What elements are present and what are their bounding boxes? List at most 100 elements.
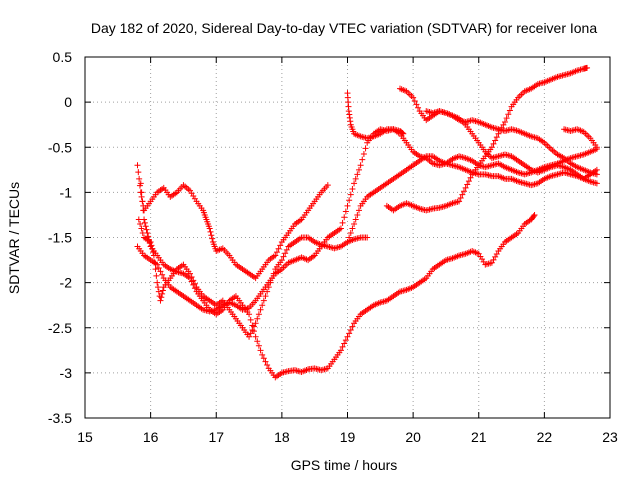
data-point <box>252 320 259 327</box>
data-point <box>346 197 353 204</box>
data-point <box>280 253 287 260</box>
data-point <box>257 306 264 313</box>
data-points <box>134 64 600 381</box>
data-point <box>264 361 271 368</box>
x-tick-label: 16 <box>143 429 159 445</box>
data-point <box>247 330 254 337</box>
data-point <box>159 271 166 278</box>
data-point <box>158 294 165 301</box>
x-axis-label: GPS time / hours <box>291 457 398 473</box>
data-point <box>144 229 151 236</box>
data-point <box>273 249 280 256</box>
data-point <box>351 180 358 187</box>
data-point <box>207 228 214 235</box>
chart-title: Day 182 of 2020, Sidereal Day-to-day VTE… <box>91 20 598 36</box>
data-point <box>155 288 162 295</box>
data-point <box>415 104 422 111</box>
data-point <box>349 185 356 192</box>
data-point <box>138 189 145 196</box>
data-point <box>354 171 361 178</box>
data-point <box>502 118 508 125</box>
data-point <box>159 287 166 294</box>
data-point <box>362 145 369 152</box>
data-point <box>249 322 256 329</box>
x-tick-label: 15 <box>77 429 93 445</box>
y-tick-label: -1 <box>60 184 73 200</box>
data-point <box>157 297 164 304</box>
data-point <box>355 166 362 173</box>
data-point <box>339 343 346 350</box>
data-point <box>493 134 500 141</box>
data-point <box>324 182 331 189</box>
y-tick-label: -3.5 <box>48 410 72 426</box>
data-point <box>277 242 284 249</box>
data-point <box>255 342 262 349</box>
y-tick-label: 0.5 <box>53 49 73 65</box>
data-point <box>488 144 495 151</box>
data-point <box>352 175 359 182</box>
x-tick-label: 20 <box>405 429 421 445</box>
data-point <box>260 297 267 304</box>
data-point <box>259 351 266 358</box>
data-point <box>140 207 147 214</box>
data-point <box>593 171 600 178</box>
series-track-3 <box>137 180 538 381</box>
data-point <box>503 115 510 122</box>
data-point <box>460 188 467 195</box>
data-point <box>465 178 472 185</box>
data-point <box>505 111 512 118</box>
data-point <box>357 162 364 169</box>
data-point <box>135 169 142 176</box>
data-point <box>145 236 152 243</box>
data-point <box>347 229 354 236</box>
data-point <box>347 327 354 334</box>
data-point <box>209 235 216 242</box>
data-point <box>344 333 351 340</box>
data-point <box>247 316 254 323</box>
data-point <box>255 311 262 318</box>
data-point <box>154 261 161 268</box>
data-point <box>352 216 359 223</box>
data-point <box>137 180 144 187</box>
data-point <box>252 333 259 340</box>
data-point <box>142 223 149 230</box>
axis-ticks: 15 16 17 18 19 20 21 22 23 0.5 0 -0.5 -1 -1.5 -2 -2.5 -3… <box>48 49 618 445</box>
y-tick-label: 0 <box>64 94 72 110</box>
data-point <box>364 234 371 241</box>
data-point <box>254 338 261 345</box>
data-point <box>272 252 279 259</box>
data-point <box>246 311 253 318</box>
data-point <box>262 358 269 365</box>
data-point <box>262 293 269 300</box>
data-point <box>154 279 161 286</box>
x-tick-label: 21 <box>471 429 487 445</box>
x-tick-label: 22 <box>537 429 553 445</box>
series-track-4 <box>134 126 407 315</box>
data-point <box>153 272 160 279</box>
data-point <box>456 198 463 205</box>
y-tick-label: -1.5 <box>48 230 72 246</box>
data-point <box>137 220 144 227</box>
data-point <box>246 333 253 340</box>
data-point <box>349 225 356 232</box>
data-point <box>342 208 349 215</box>
data-point <box>351 220 358 227</box>
data-point <box>337 347 344 354</box>
y-tick-label: -3 <box>60 365 73 381</box>
data-point <box>584 64 591 71</box>
plot-frame <box>84 56 611 419</box>
data-point <box>157 268 164 275</box>
data-point <box>257 347 264 354</box>
data-point <box>506 107 513 114</box>
data-point <box>413 101 420 108</box>
series-track-7 <box>383 64 591 214</box>
data-point <box>360 151 367 158</box>
data-point <box>531 211 538 218</box>
data-point <box>254 315 261 322</box>
data-point <box>141 216 148 223</box>
x-tick-label: 23 <box>602 429 618 445</box>
data-point <box>459 191 466 198</box>
data-point <box>278 257 285 264</box>
data-point <box>260 355 267 362</box>
data-point <box>134 162 141 169</box>
